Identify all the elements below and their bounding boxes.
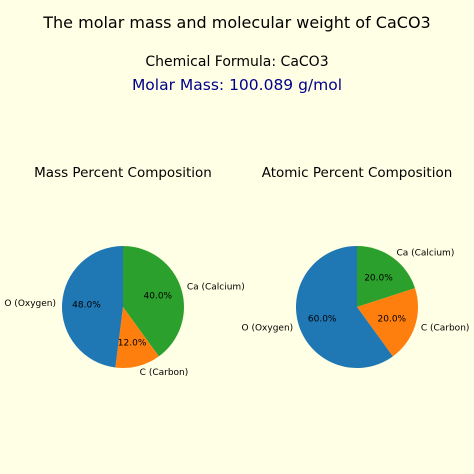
- slice-label: O (Oxygen): [242, 324, 294, 334]
- percent-label: 48.0%: [72, 301, 101, 311]
- figure-title: The molar mass and molecular weight of C…: [42, 13, 430, 32]
- mass-percent-pie: Mass Percent Composition 40.0% Ca (Calciu…: [4, 165, 244, 378]
- pie-slice: [357, 288, 418, 357]
- slice-label: Ca (Calcium): [187, 282, 245, 292]
- percent-label: 12.0%: [118, 338, 147, 348]
- percent-label: 20.0%: [364, 273, 393, 283]
- chemical-formula: Chemical Formula: CaCO3: [145, 54, 328, 70]
- pie-slice: [357, 246, 416, 307]
- percent-label: 60.0%: [308, 314, 337, 324]
- slice-label: C (Carbon): [421, 324, 470, 334]
- pie-slice: [295, 246, 393, 368]
- slice-label: O (Oxygen): [4, 299, 56, 309]
- slice-label: C (Carbon): [140, 368, 189, 378]
- atomic-percent-pie: Atomic Percent Composition 20.0% Ca (Calc…: [242, 165, 470, 368]
- pie-title: Mass Percent Composition: [34, 165, 212, 181]
- percent-label: 40.0%: [144, 292, 173, 302]
- percent-label: 20.0%: [378, 314, 407, 324]
- molar-mass: Molar Mass: 100.089 g/mol: [132, 76, 342, 94]
- slice-label: Ca (Calcium): [396, 249, 454, 259]
- pie-slice: [123, 246, 184, 357]
- pie-title: Atomic Percent Composition: [262, 165, 453, 181]
- pie-slice: [115, 307, 159, 368]
- pie-slice: [62, 246, 123, 368]
